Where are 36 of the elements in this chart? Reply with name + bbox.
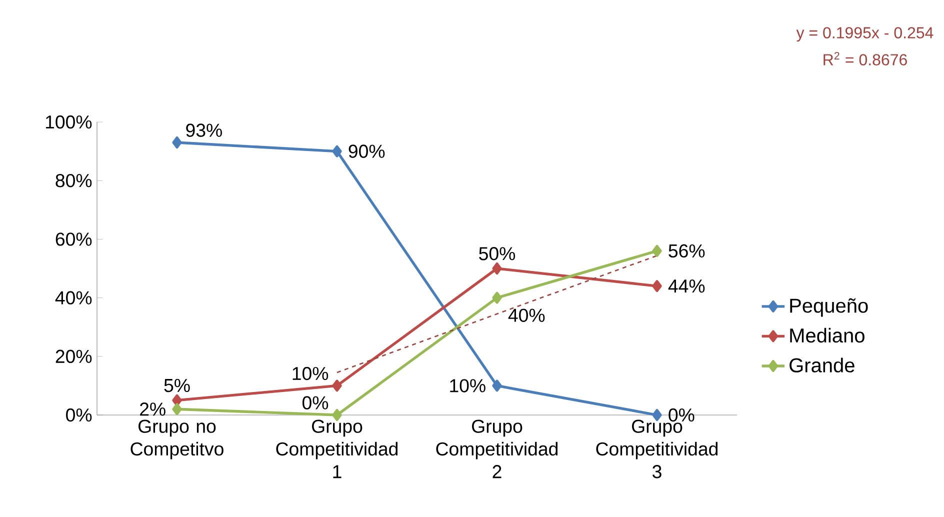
x-tick-label: Grupo no Competitvo xyxy=(130,420,224,460)
data-label: 44% xyxy=(668,280,705,293)
y-tick-label: 80% xyxy=(56,174,92,188)
data-label: 40% xyxy=(508,308,545,322)
y-tick-label: 20% xyxy=(56,350,92,364)
point xyxy=(492,292,502,304)
y-tick-label: 100% xyxy=(46,115,92,129)
point xyxy=(172,136,182,149)
y-tick-label: 60% xyxy=(56,232,92,246)
point xyxy=(652,280,662,292)
data-label: 93% xyxy=(186,124,222,137)
data-label: 10% xyxy=(292,366,328,380)
point xyxy=(172,403,182,416)
data-label: 2% xyxy=(140,402,166,416)
point xyxy=(492,262,502,274)
legend-label: Mediano xyxy=(790,328,864,343)
data-label: 10% xyxy=(450,379,486,392)
legend-label: Pequeño xyxy=(790,298,868,317)
data-label: 5% xyxy=(164,378,190,392)
y-tick-label: 0% xyxy=(66,408,92,422)
data-label: 50% xyxy=(479,247,516,260)
legend-label: Grande xyxy=(790,358,854,372)
point xyxy=(172,394,182,406)
point xyxy=(652,244,662,257)
text: y = 0.1995x - 0.254 xyxy=(796,27,934,42)
data-label: 0% xyxy=(302,396,328,410)
data-label: 90% xyxy=(348,144,385,158)
y-tick-label: 40% xyxy=(55,291,92,304)
x-tick-label: Grupo Competitividad 1 xyxy=(276,420,398,478)
point xyxy=(332,145,342,158)
point xyxy=(492,380,502,392)
data-label: 0% xyxy=(668,408,694,422)
point xyxy=(332,380,342,392)
text: R$^{2}$ = 0.8676 xyxy=(824,52,907,66)
data-label: 56% xyxy=(668,244,705,258)
x-tick-label: Grupo Competitividad 2 xyxy=(436,420,558,478)
